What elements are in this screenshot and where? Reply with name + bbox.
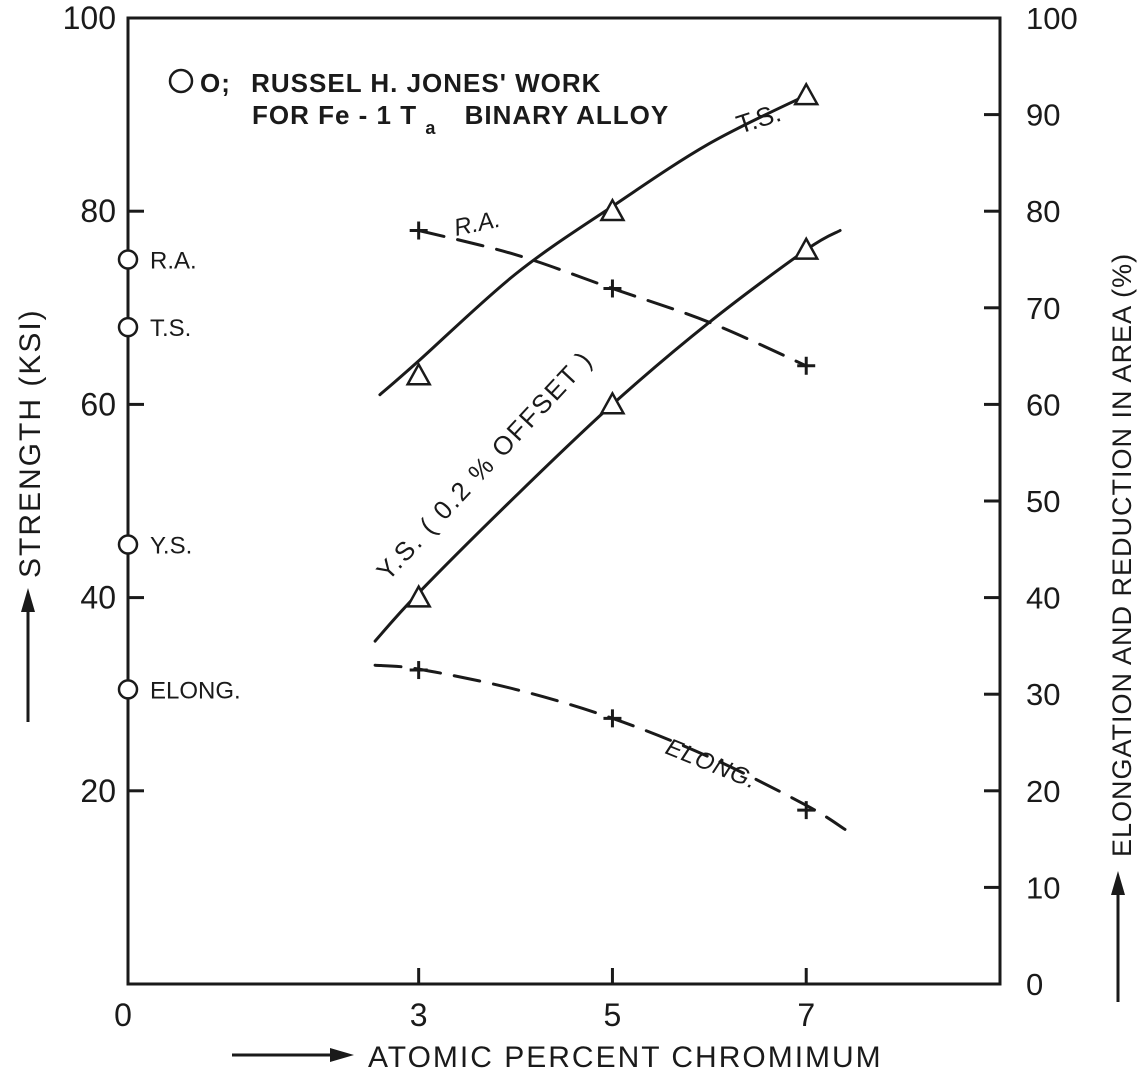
legend-symbol: O; — [200, 68, 231, 98]
plot-frame — [126, 16, 1002, 986]
y-left-tick-label: 20 — [80, 773, 116, 809]
series-2-plus-marker — [409, 221, 428, 240]
y-right-tick-label: 0 — [1026, 967, 1043, 1002]
y-right-tick-label: 70 — [1026, 291, 1060, 326]
series-line-3 — [373, 663, 847, 831]
y-left-tick-label: 60 — [80, 386, 116, 422]
series-1-triangle-marker — [793, 236, 820, 260]
reference-circle-marker — [117, 316, 139, 338]
series-0-triangle-marker — [599, 197, 626, 222]
reference-label: Y.S. — [150, 532, 192, 559]
series-label-ra: R.A. — [452, 206, 503, 242]
series-3-plus-marker — [409, 661, 428, 680]
reference-label: R.A. — [150, 248, 197, 275]
series-0-triangle-marker — [405, 361, 432, 386]
legend-line-2-post: BINARY ALLOY — [465, 100, 670, 130]
reference-label: ELONG. — [150, 677, 241, 704]
y-right-tick-label: 100 — [1026, 1, 1078, 36]
y-left-arrowhead-icon — [21, 588, 35, 612]
y-right-tick-label: 90 — [1026, 98, 1060, 133]
y-left-axis-label: STRENGTH (KSI) — [14, 308, 47, 578]
legend-line-1-text: RUSSEL H. JONES' WORK — [251, 68, 601, 98]
x-tick-label: 7 — [797, 997, 815, 1033]
x-tick-label: 0 — [114, 997, 132, 1033]
series-2-plus-marker — [603, 279, 622, 298]
legend-line-2-sub: a — [425, 118, 436, 138]
y-right-tick-label: 40 — [1026, 581, 1060, 616]
y-right-tick-label: 80 — [1026, 194, 1060, 229]
y-right-tick-label: 10 — [1026, 870, 1060, 905]
series-label-ys: Y.S. ( 0.2 % OFFSET ) — [370, 344, 598, 586]
reference-circle-marker — [117, 249, 139, 270]
series-3-plus-marker — [603, 709, 622, 728]
axes: 20 40 60 80 100 0 10 20 30 40 50 60 70 80 90 100 0 3 5 7 — [63, 0, 1078, 1033]
legend-circle-icon — [168, 68, 194, 94]
y-left-tick-label: 80 — [80, 193, 116, 229]
y-left-tick-label: 100 — [63, 0, 116, 36]
series-1-triangle-marker — [405, 584, 432, 608]
reference-points: R.A. T.S. Y.S. ELONG. — [117, 248, 241, 704]
y-right-tick-label: 50 — [1026, 484, 1060, 519]
legend-line-2-pre: FOR Fe - 1 T — [252, 100, 417, 130]
x-tick-label: 3 — [410, 997, 428, 1033]
y-right-tick-label: 20 — [1026, 774, 1060, 809]
series-line-1 — [373, 229, 842, 643]
reference-label: T.S. — [150, 315, 191, 342]
y-right-tick-label: 60 — [1026, 387, 1060, 422]
markers — [405, 81, 820, 820]
series-1-triangle-marker — [599, 390, 626, 415]
series-line-2 — [417, 229, 808, 368]
x-tick-label: 5 — [604, 997, 622, 1033]
series-0-triangle-marker — [793, 81, 820, 106]
series-2-plus-marker — [797, 356, 816, 375]
series-label-elong: ELONG. — [662, 734, 762, 795]
series-3-plus-marker — [797, 801, 816, 820]
legend-line-1: O; RUSSEL H. JONES' WORK — [200, 68, 601, 98]
x-axis-arrowhead-icon — [330, 1048, 354, 1062]
reference-circle-marker — [117, 679, 139, 700]
y-right-tick-label: 30 — [1026, 677, 1060, 712]
series-label-ts: T.S. — [733, 97, 785, 139]
y-right-axis-label: ELONGATION AND REDUCTION IN AREA (%) — [1107, 253, 1137, 857]
y-right-arrowhead-icon — [1111, 871, 1125, 895]
x-axis-label: ATOMIC PERCENT CHROMIMUM — [368, 1041, 883, 1074]
series-line-0 — [378, 93, 808, 397]
x-axis-title: ATOMIC PERCENT CHROMIMUM — [232, 1041, 883, 1074]
y-left-tick-label: 40 — [80, 580, 116, 616]
y-right-axis-title: ELONGATION AND REDUCTION IN AREA (%) — [1107, 253, 1137, 1002]
reference-circle-marker — [117, 534, 139, 555]
legend-line-2: FOR Fe - 1 T a BINARY ALLOY — [252, 100, 669, 140]
y-left-axis-title: STRENGTH (KSI) — [14, 308, 47, 722]
